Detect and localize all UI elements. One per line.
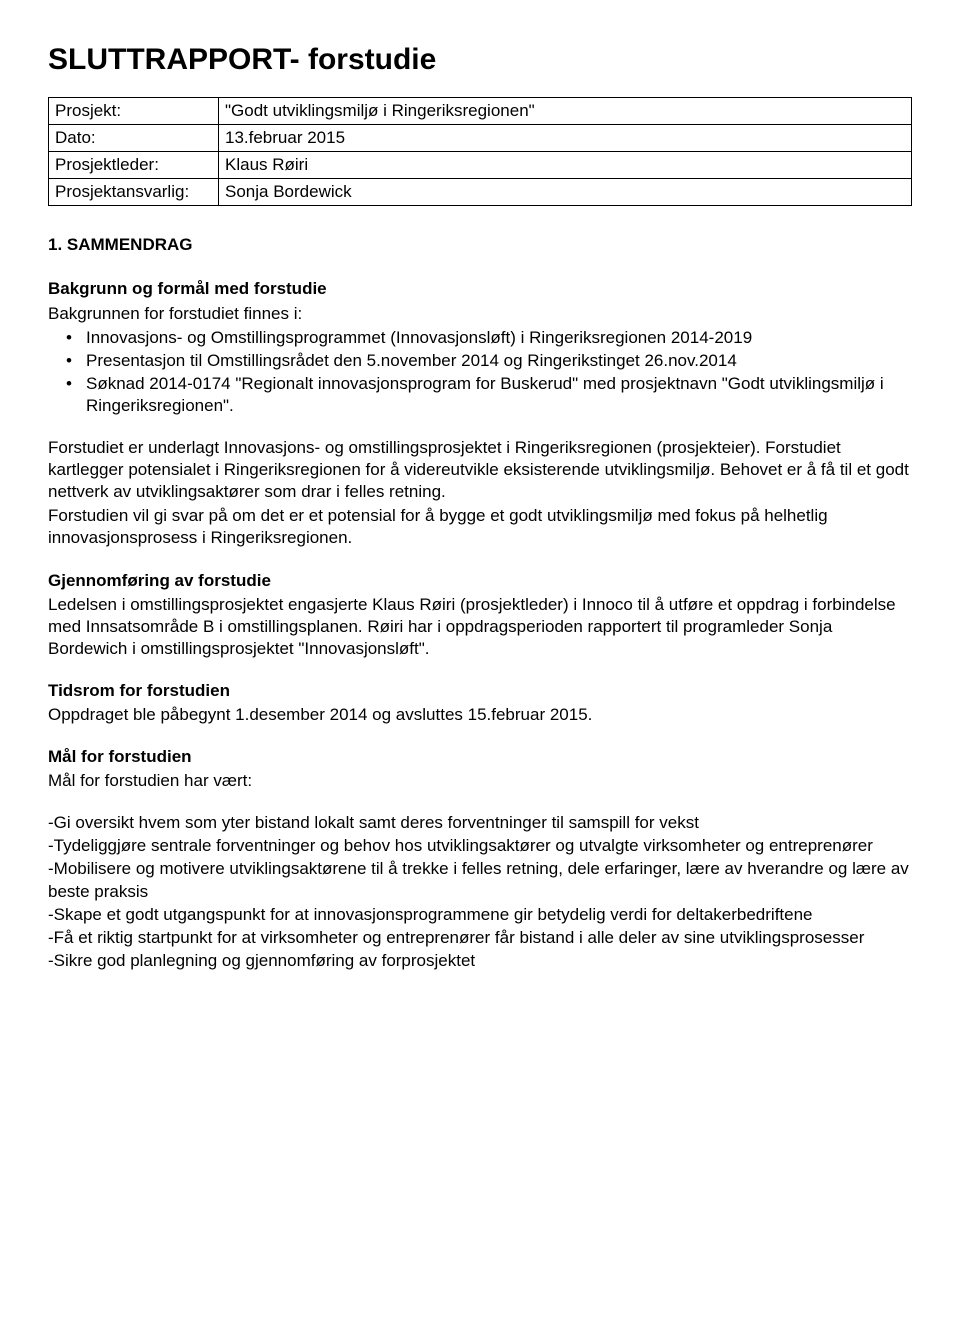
meta-value: "Godt utviklingsmiljø i Ringeriksregione… (219, 98, 912, 125)
meta-label: Prosjektleder: (49, 152, 219, 179)
background-block: Bakgrunn og formål med forstudie Bakgrun… (48, 278, 912, 417)
list-item: Presentasjon til Omstillingsrådet den 5.… (86, 350, 912, 372)
timeframe-block: Tidsrom for forstudien Oppdraget ble påb… (48, 680, 912, 726)
list-item: Innovasjons- og Omstillingsprogrammet (I… (86, 327, 912, 349)
goals-intro: Mål for forstudien har vært: (48, 770, 912, 792)
meta-value: 13.februar 2015 (219, 125, 912, 152)
table-row: Prosjektansvarlig: Sonja Bordewick (49, 179, 912, 206)
meta-label: Prosjekt: (49, 98, 219, 125)
subheading-goals: Mål for forstudien (48, 746, 912, 768)
subheading-background: Bakgrunn og formål med forstudie (48, 278, 912, 300)
goal-item: -Få et riktig startpunkt for at virksomh… (48, 927, 912, 949)
meta-label: Dato: (49, 125, 219, 152)
goals-list: -Gi oversikt hvem som yter bistand lokal… (48, 812, 912, 972)
goal-item: -Tydeliggjøre sentrale forventninger og … (48, 835, 912, 857)
table-row: Dato: 13.februar 2015 (49, 125, 912, 152)
paragraph: Forstudien vil gi svar på om det er et p… (48, 505, 912, 549)
meta-table: Prosjekt: "Godt utviklingsmiljø i Ringer… (48, 97, 912, 206)
background-bullets: Innovasjons- og Omstillingsprogrammet (I… (48, 327, 912, 417)
background-intro: Bakgrunnen for forstudiet finnes i: (48, 303, 912, 325)
goal-item: -Skape et godt utgangspunkt for at innov… (48, 904, 912, 926)
goal-item: -Gi oversikt hvem som yter bistand lokal… (48, 812, 912, 834)
table-row: Prosjektleder: Klaus Røiri (49, 152, 912, 179)
subheading-timeframe: Tidsrom for forstudien (48, 680, 912, 702)
goal-item: -Mobilisere og motivere utviklingsaktøre… (48, 858, 912, 902)
subheading-implementation: Gjennomføring av forstudie (48, 570, 912, 592)
meta-value: Sonja Bordewick (219, 179, 912, 206)
meta-label: Prosjektansvarlig: (49, 179, 219, 206)
goals-block: Mål for forstudien Mål for forstudien ha… (48, 746, 912, 792)
meta-value: Klaus Røiri (219, 152, 912, 179)
paragraph: Oppdraget ble påbegynt 1.desember 2014 o… (48, 704, 912, 726)
implementation-block: Gjennomføring av forstudie Ledelsen i om… (48, 570, 912, 660)
background-paragraphs: Forstudiet er underlagt Innovasjons- og … (48, 437, 912, 549)
list-item: Søknad 2014-0174 "Regionalt innovasjonsp… (86, 373, 912, 417)
paragraph: Forstudiet er underlagt Innovasjons- og … (48, 437, 912, 503)
section-heading: 1. SAMMENDRAG (48, 234, 912, 256)
table-row: Prosjekt: "Godt utviklingsmiljø i Ringer… (49, 98, 912, 125)
goal-item: -Sikre god planlegning og gjennomføring … (48, 950, 912, 972)
page-title: SLUTTRAPPORT- forstudie (48, 40, 912, 79)
paragraph: Ledelsen i omstillingsprosjektet engasje… (48, 594, 912, 660)
